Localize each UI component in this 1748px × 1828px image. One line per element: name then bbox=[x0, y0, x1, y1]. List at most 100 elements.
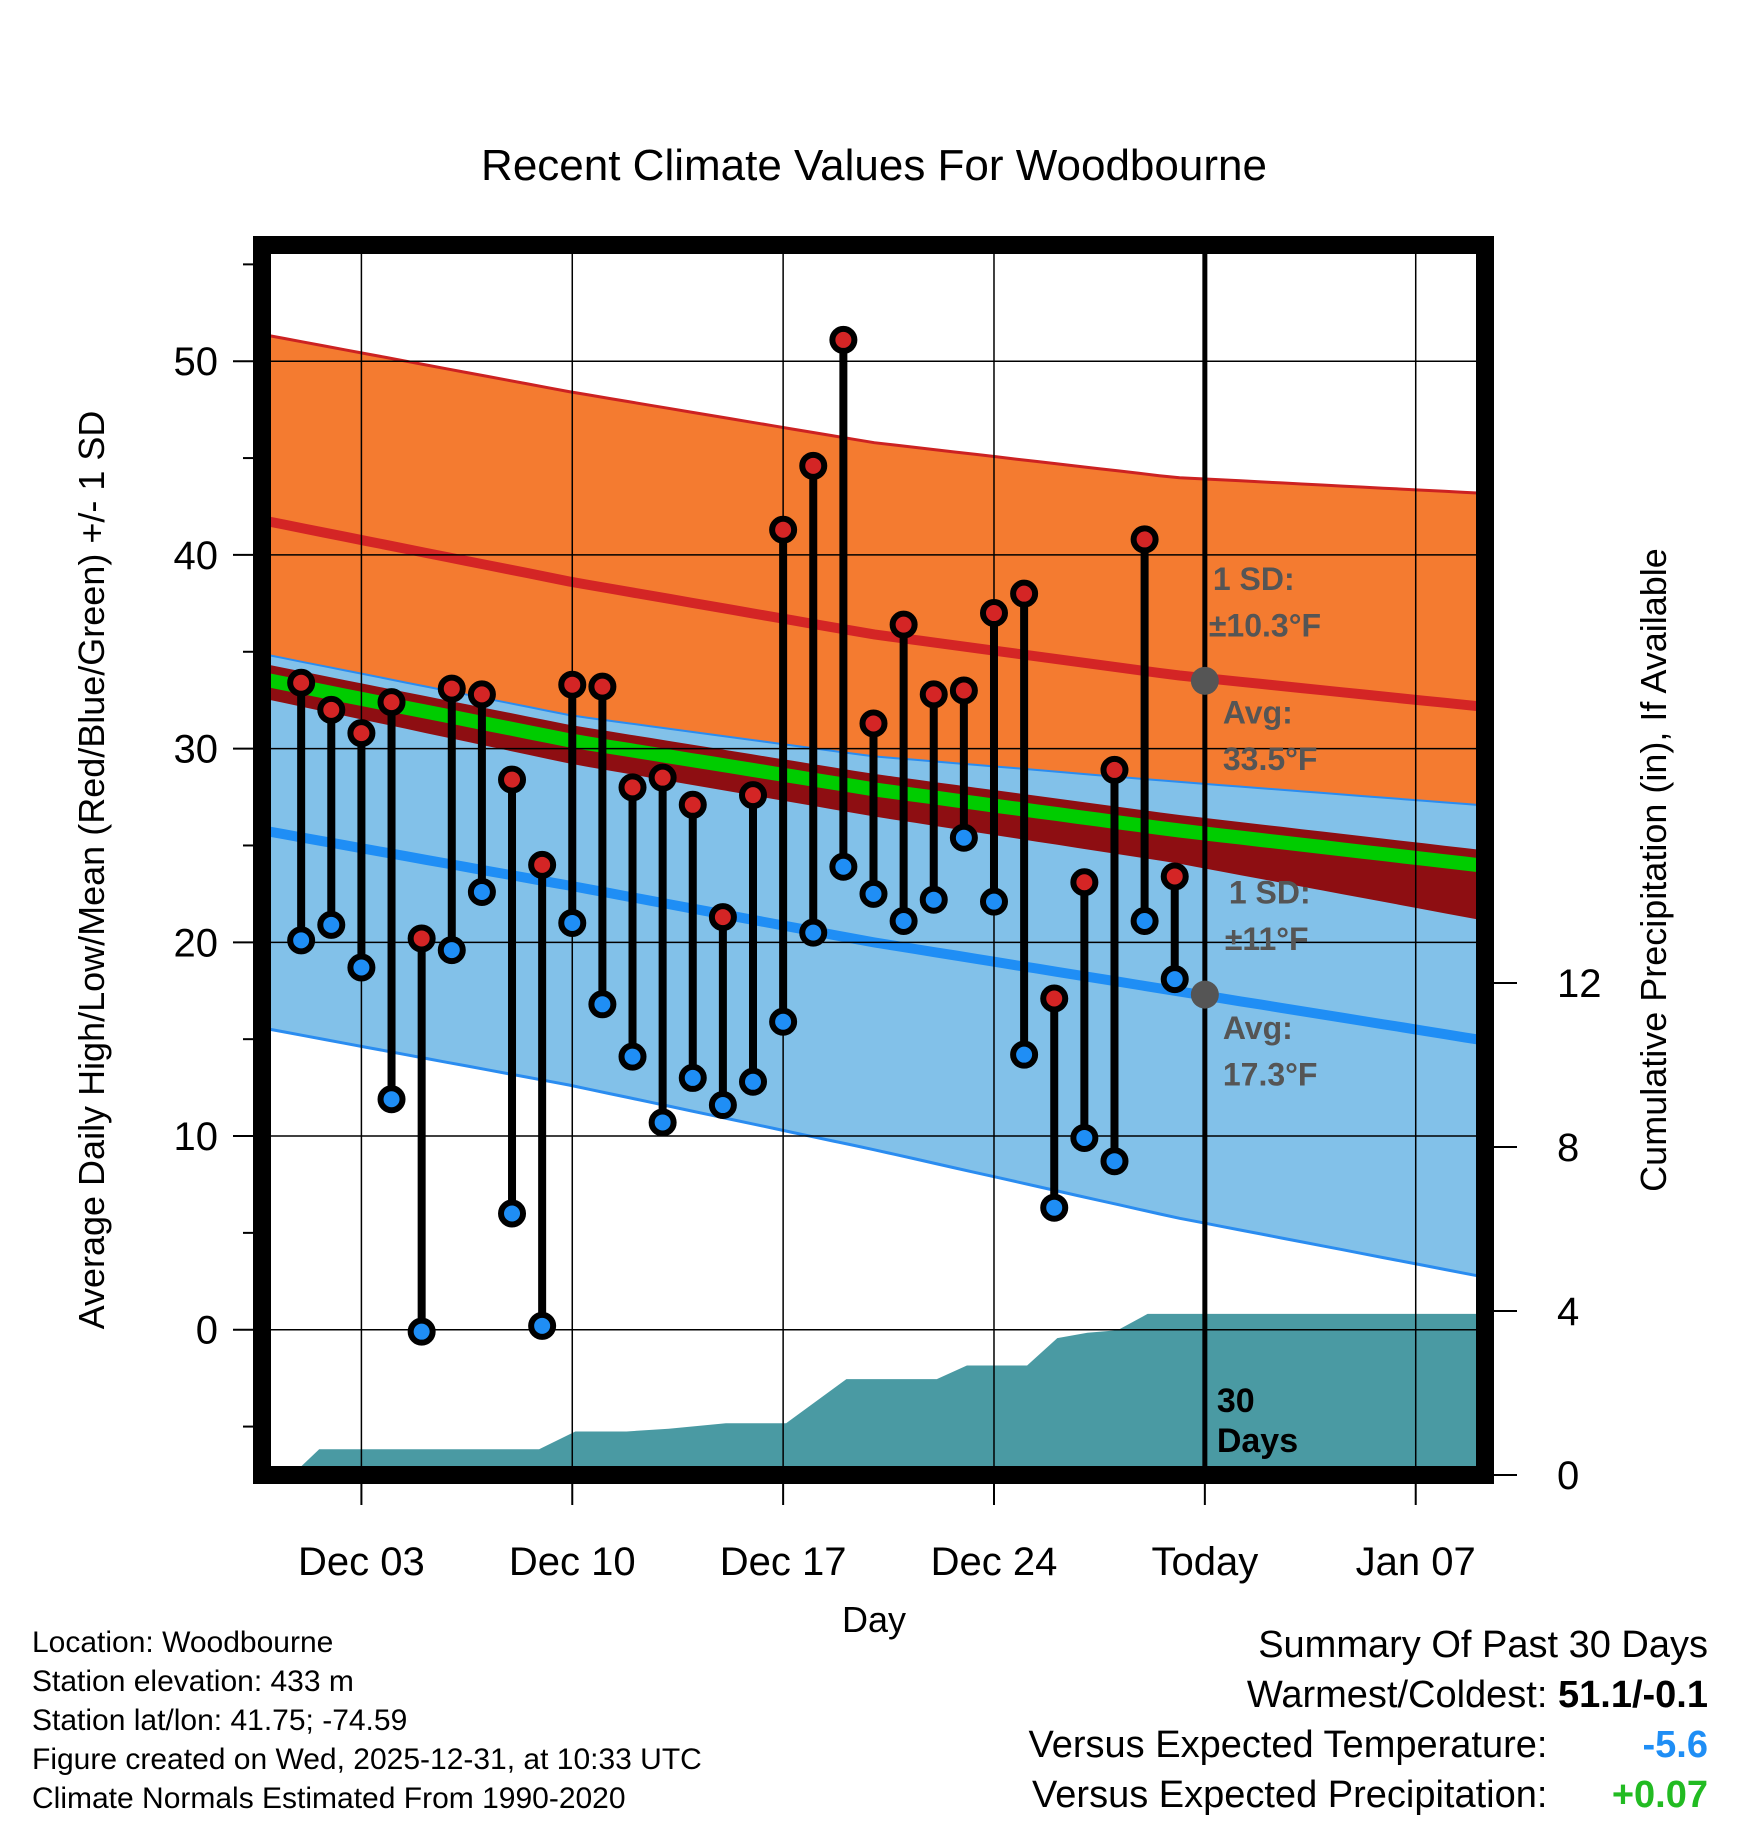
y-tick-label-left: 40 bbox=[174, 534, 219, 578]
low-average-marker bbox=[1190, 980, 1219, 1009]
daily-low-point bbox=[1100, 1147, 1129, 1176]
daily-high-point bbox=[678, 790, 707, 819]
daily-high-point bbox=[949, 676, 978, 705]
low-sd-value: ±11°F bbox=[1225, 921, 1309, 957]
daily-low-point bbox=[829, 852, 858, 881]
daily-low-point bbox=[739, 1067, 768, 1096]
daily-low-point bbox=[1130, 907, 1159, 936]
y-axis-right-label: Cumulative Precipitation (in), If Availa… bbox=[1633, 548, 1674, 1192]
daily-low-point bbox=[889, 907, 918, 936]
daily-high-point bbox=[467, 680, 496, 709]
summary-warmest-row: Warmest/Coldest: 51.1/-0.1 bbox=[1029, 1670, 1708, 1720]
y-tick-label-left: 10 bbox=[174, 1115, 219, 1159]
low-sd-label: 1 SD: bbox=[1229, 875, 1311, 911]
daily-low-point bbox=[859, 879, 888, 908]
daily-low-point bbox=[588, 990, 617, 1019]
precipitation-area bbox=[292, 1313, 1486, 1475]
daily-low-point bbox=[1040, 1193, 1069, 1222]
daily-low-point bbox=[769, 1007, 798, 1036]
daily-low-point bbox=[799, 918, 828, 947]
daily-low-point bbox=[347, 953, 376, 982]
daily-high-point bbox=[648, 763, 677, 792]
summary-precip-row: Versus Expected Precipitation: +0.07 bbox=[1029, 1770, 1708, 1820]
high-avg-value: 33.5°F bbox=[1223, 741, 1318, 777]
meta-created: Figure created on Wed, 2025-12-31, at 10… bbox=[32, 1743, 702, 1776]
daily-low-point bbox=[678, 1063, 707, 1092]
daily-high-point bbox=[498, 765, 527, 794]
low-avg-value: 17.3°F bbox=[1223, 1057, 1318, 1093]
daily-high-point bbox=[1010, 579, 1039, 608]
daily-low-point bbox=[648, 1108, 677, 1137]
daily-high-point bbox=[407, 924, 436, 953]
meta-location: Location: Woodbourne bbox=[32, 1626, 334, 1659]
daily-high-point bbox=[558, 670, 587, 699]
chart-title: Recent Climate Values For Woodbourne bbox=[481, 141, 1267, 190]
daily-low-point bbox=[919, 885, 948, 914]
daily-low-point bbox=[979, 887, 1008, 916]
daily-low-point bbox=[1070, 1123, 1099, 1152]
low-avg-label: Avg: bbox=[1223, 1010, 1293, 1046]
daily-high-point bbox=[859, 709, 888, 738]
daily-high-point bbox=[1160, 862, 1189, 891]
daily-high-point bbox=[618, 773, 647, 802]
daily-high-point bbox=[799, 451, 828, 480]
daily-high-point bbox=[769, 515, 798, 544]
y-tick-label-right: 0 bbox=[1557, 1454, 1579, 1498]
daily-low-point bbox=[618, 1042, 647, 1071]
x-tick-label: Jan 07 bbox=[1356, 1540, 1476, 1584]
daily-low-point bbox=[437, 936, 466, 965]
daily-high-point bbox=[317, 695, 346, 724]
daily-high-point bbox=[979, 599, 1008, 628]
daily-high-point bbox=[1070, 868, 1099, 897]
days-label-word: Days bbox=[1217, 1422, 1298, 1460]
daily-low-point bbox=[558, 908, 587, 937]
daily-high-point bbox=[1100, 755, 1129, 784]
daily-high-point bbox=[829, 325, 858, 354]
summary-warmest-label: Warmest/Coldest: bbox=[1246, 1674, 1548, 1716]
low-sd-lower-line bbox=[263, 1026, 1486, 1279]
x-tick-label: Dec 17 bbox=[720, 1540, 847, 1584]
high-sd-upper-line bbox=[263, 333, 1486, 495]
meta-latlon: Station lat/lon: 41.75; -74.59 bbox=[32, 1704, 408, 1737]
daily-high-point bbox=[588, 672, 617, 701]
daily-low-point bbox=[1010, 1040, 1039, 1069]
station-metadata: Location: Woodbourne Station elevation: … bbox=[32, 1623, 702, 1818]
meta-elevation: Station elevation: 433 m bbox=[32, 1665, 354, 1698]
summary-temp-label: Versus Expected Temperature: bbox=[1028, 1724, 1548, 1766]
plot-frame bbox=[253, 236, 1494, 1484]
y-axis-left-label: Average Daily High/Low/Mean (Red/Blue/Gr… bbox=[71, 411, 112, 1330]
daily-high-point bbox=[347, 719, 376, 748]
high-avg-label: Avg: bbox=[1223, 694, 1293, 730]
daily-high-point bbox=[739, 781, 768, 810]
high-average-marker bbox=[1190, 666, 1219, 695]
x-tick-label: Today bbox=[1151, 1540, 1258, 1584]
x-tick-label: Dec 24 bbox=[931, 1540, 1058, 1584]
summary-precip-label: Versus Expected Precipitation: bbox=[1032, 1774, 1548, 1816]
daily-high-point bbox=[528, 850, 557, 879]
y-tick-label-left: 30 bbox=[174, 728, 219, 772]
y-tick-label-left: 0 bbox=[196, 1309, 218, 1353]
summary-temp-row: Versus Expected Temperature: -5.6 bbox=[1029, 1720, 1708, 1770]
daily-high-point bbox=[287, 668, 316, 697]
meta-normals: Climate Normals Estimated From 1990-2020 bbox=[32, 1782, 626, 1815]
days-label-number: 30 bbox=[1217, 1382, 1255, 1420]
daily-high-point bbox=[708, 903, 737, 932]
y-tick-label-right: 4 bbox=[1557, 1290, 1579, 1334]
high-sd-value: ±10.3°F bbox=[1209, 607, 1321, 643]
daily-low-point bbox=[377, 1085, 406, 1114]
y-tick-label-left: 20 bbox=[174, 921, 219, 965]
daily-low-point bbox=[317, 910, 346, 939]
high-sd-label: 1 SD: bbox=[1213, 561, 1295, 597]
y-tick-label-right: 8 bbox=[1557, 1126, 1579, 1170]
daily-low-point bbox=[467, 877, 496, 906]
daily-low-point bbox=[407, 1317, 436, 1346]
summary-title: Summary Of Past 30 Days bbox=[1258, 1624, 1708, 1666]
daily-high-point bbox=[1040, 984, 1069, 1013]
daily-low-point bbox=[1160, 965, 1189, 994]
summary-warmest-value: 51.1/-0.1 bbox=[1558, 1674, 1708, 1716]
y-tick-label-right: 12 bbox=[1557, 962, 1602, 1006]
daily-low-point bbox=[528, 1311, 557, 1340]
x-axis-label: Day bbox=[842, 1599, 906, 1640]
daily-low-point bbox=[708, 1091, 737, 1120]
